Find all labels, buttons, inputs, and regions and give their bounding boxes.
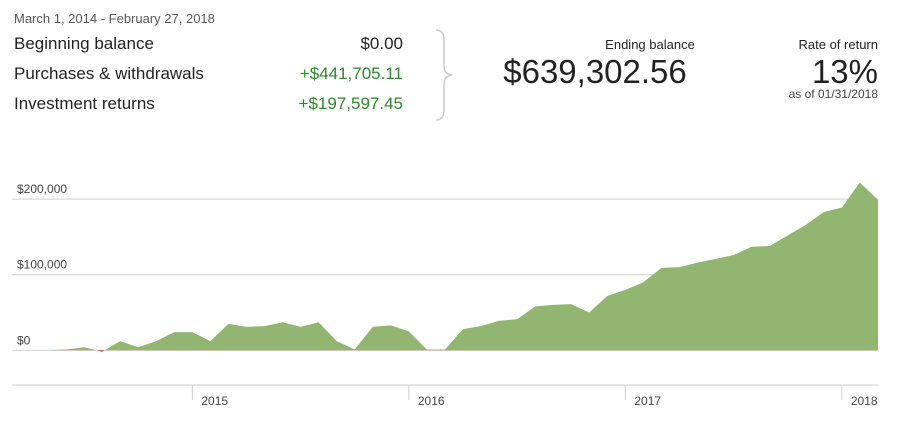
rate: 13% xyxy=(811,53,878,90)
rate-label: Rate of return xyxy=(798,37,879,52)
date-range: March 1, 2014 - February 27, 2018 xyxy=(14,11,215,26)
row-label: Investment returns xyxy=(14,94,155,113)
y-tick-label: $100,000 xyxy=(17,258,67,272)
row-label: Purchases & withdrawals xyxy=(14,64,204,83)
y-tick-label: $200,000 xyxy=(17,182,67,196)
x-tick-label: 2017 xyxy=(634,394,661,408)
brace-path xyxy=(435,29,453,121)
x-tick-label: 2016 xyxy=(418,394,445,408)
row-value: +$197,597.45 xyxy=(298,94,403,113)
x-tick-label: 2015 xyxy=(201,394,228,408)
y-tick-label: $0 xyxy=(17,333,31,347)
x-tick-label: 2018 xyxy=(851,394,878,408)
rate-date: as of 01/31/2018 xyxy=(788,87,878,101)
row-label: Beginning balance xyxy=(14,34,154,53)
ending-balance-label: Ending balance xyxy=(605,37,695,52)
ending-balance: $639,302.56 xyxy=(503,53,687,90)
brace xyxy=(435,29,453,121)
row-value: +$441,705.11 xyxy=(299,64,403,83)
area-negative xyxy=(12,350,878,352)
row-value: $0.00 xyxy=(360,34,403,53)
area xyxy=(47,182,878,351)
